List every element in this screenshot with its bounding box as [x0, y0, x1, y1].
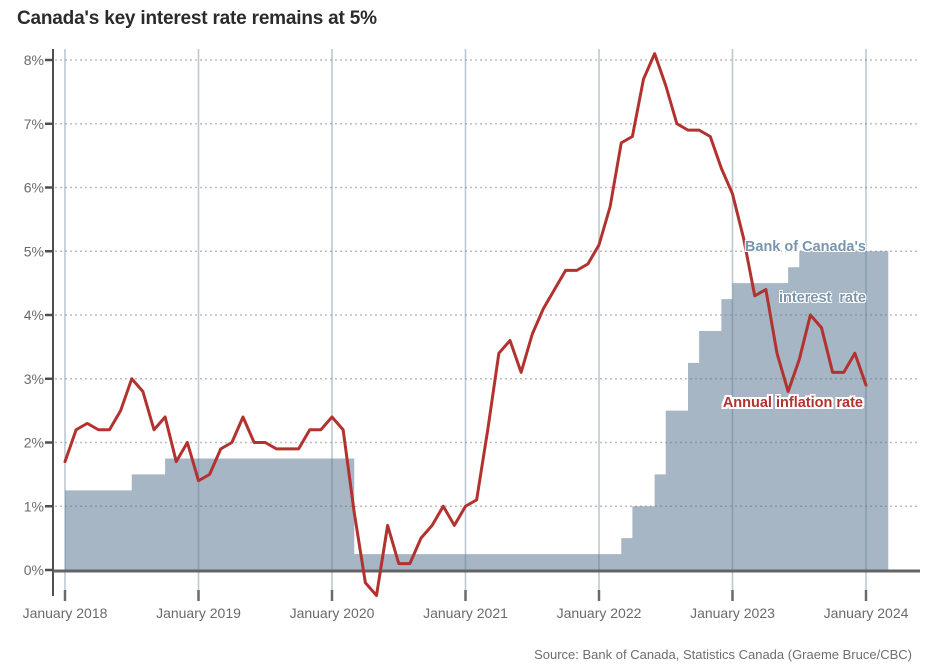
x-tick-label: January 2022 [557, 605, 642, 621]
x-tick-label: January 2024 [824, 605, 909, 621]
y-tick-label: 4% [24, 307, 44, 323]
x-tick-label: January 2018 [23, 605, 108, 621]
y-tick-label: 7% [24, 116, 44, 132]
x-tick-label: January 2021 [423, 605, 508, 621]
y-tick-label: 8% [24, 52, 44, 68]
inflation-line [63, 52, 868, 597]
interest-rate-series-label-line1: Bank of Canada's [744, 239, 866, 255]
y-tick-label: 6% [24, 180, 44, 196]
x-tick-label: January 2019 [156, 605, 241, 621]
interest-rate-series-label: Bank of Canada's interest rate [745, 205, 866, 341]
page-title: Canada's key interest rate remains at 5% [17, 8, 377, 29]
y-tick-label: 0% [24, 562, 44, 578]
x-tick-label: January 2020 [290, 605, 375, 621]
y-tick-label: 5% [24, 243, 44, 259]
interest-rate-area [65, 251, 889, 570]
y-tick-label: 3% [24, 371, 44, 387]
y-tick-label: 1% [24, 498, 44, 514]
interest-rate-series-label-line2: interest rate [778, 290, 866, 306]
source-attribution: Source: Bank of Canada, Statistics Canad… [534, 647, 912, 662]
y-tick-label: 2% [24, 435, 44, 451]
x-tick-label: January 2023 [690, 605, 775, 621]
inflation-series-label: Annual inflation rate [722, 395, 863, 411]
